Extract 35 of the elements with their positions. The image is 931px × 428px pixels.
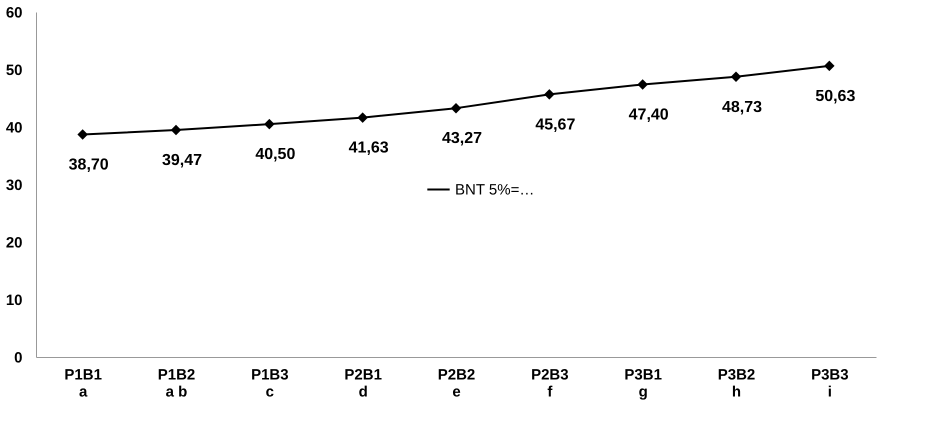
y-tick-label: 30 — [6, 177, 22, 194]
data-label: 50,63 — [815, 88, 856, 105]
data-label: 40,50 — [255, 146, 296, 164]
data-label: 47,40 — [628, 106, 669, 124]
y-tick-label: 50 — [6, 62, 22, 79]
point — [170, 124, 182, 136]
point — [730, 72, 742, 82]
x-tick-label: P3B3 i — [811, 366, 849, 400]
point — [544, 89, 555, 100]
x-tick-label: P3B2 h — [718, 366, 756, 400]
data-label: 43,27 — [442, 130, 482, 148]
point — [824, 60, 835, 72]
x-tick-label: P2B3 f — [531, 366, 569, 400]
legend-label: BNT 5%=… — [455, 182, 534, 198]
data-label: 41,63 — [348, 140, 389, 157]
point — [77, 129, 88, 140]
x-tick-label: P1B3 c — [251, 366, 289, 400]
x-tick-label: P2B1 d — [344, 366, 382, 400]
point — [450, 102, 462, 114]
point — [357, 112, 368, 123]
y-tick-label: 40 — [6, 120, 22, 136]
point — [264, 118, 275, 130]
data-label: 48,73 — [722, 98, 762, 116]
x-tick-label: P1B2 a b — [158, 366, 196, 400]
data-label: 39,47 — [162, 152, 202, 170]
y-tick-label: 20 — [6, 234, 22, 252]
y-tick-label: 60 — [6, 4, 22, 22]
y-tick-label: 0 — [14, 350, 22, 366]
x-tick-label: P2B2 e — [438, 366, 476, 400]
y-tick-label: 10 — [6, 292, 22, 309]
data-label: 45,67 — [535, 116, 576, 134]
x-tick-label: P1B1 a — [64, 366, 102, 400]
point — [637, 79, 648, 90]
x-tick-label: P3B1 g — [624, 366, 662, 400]
data-label: 38,70 — [68, 156, 109, 174]
